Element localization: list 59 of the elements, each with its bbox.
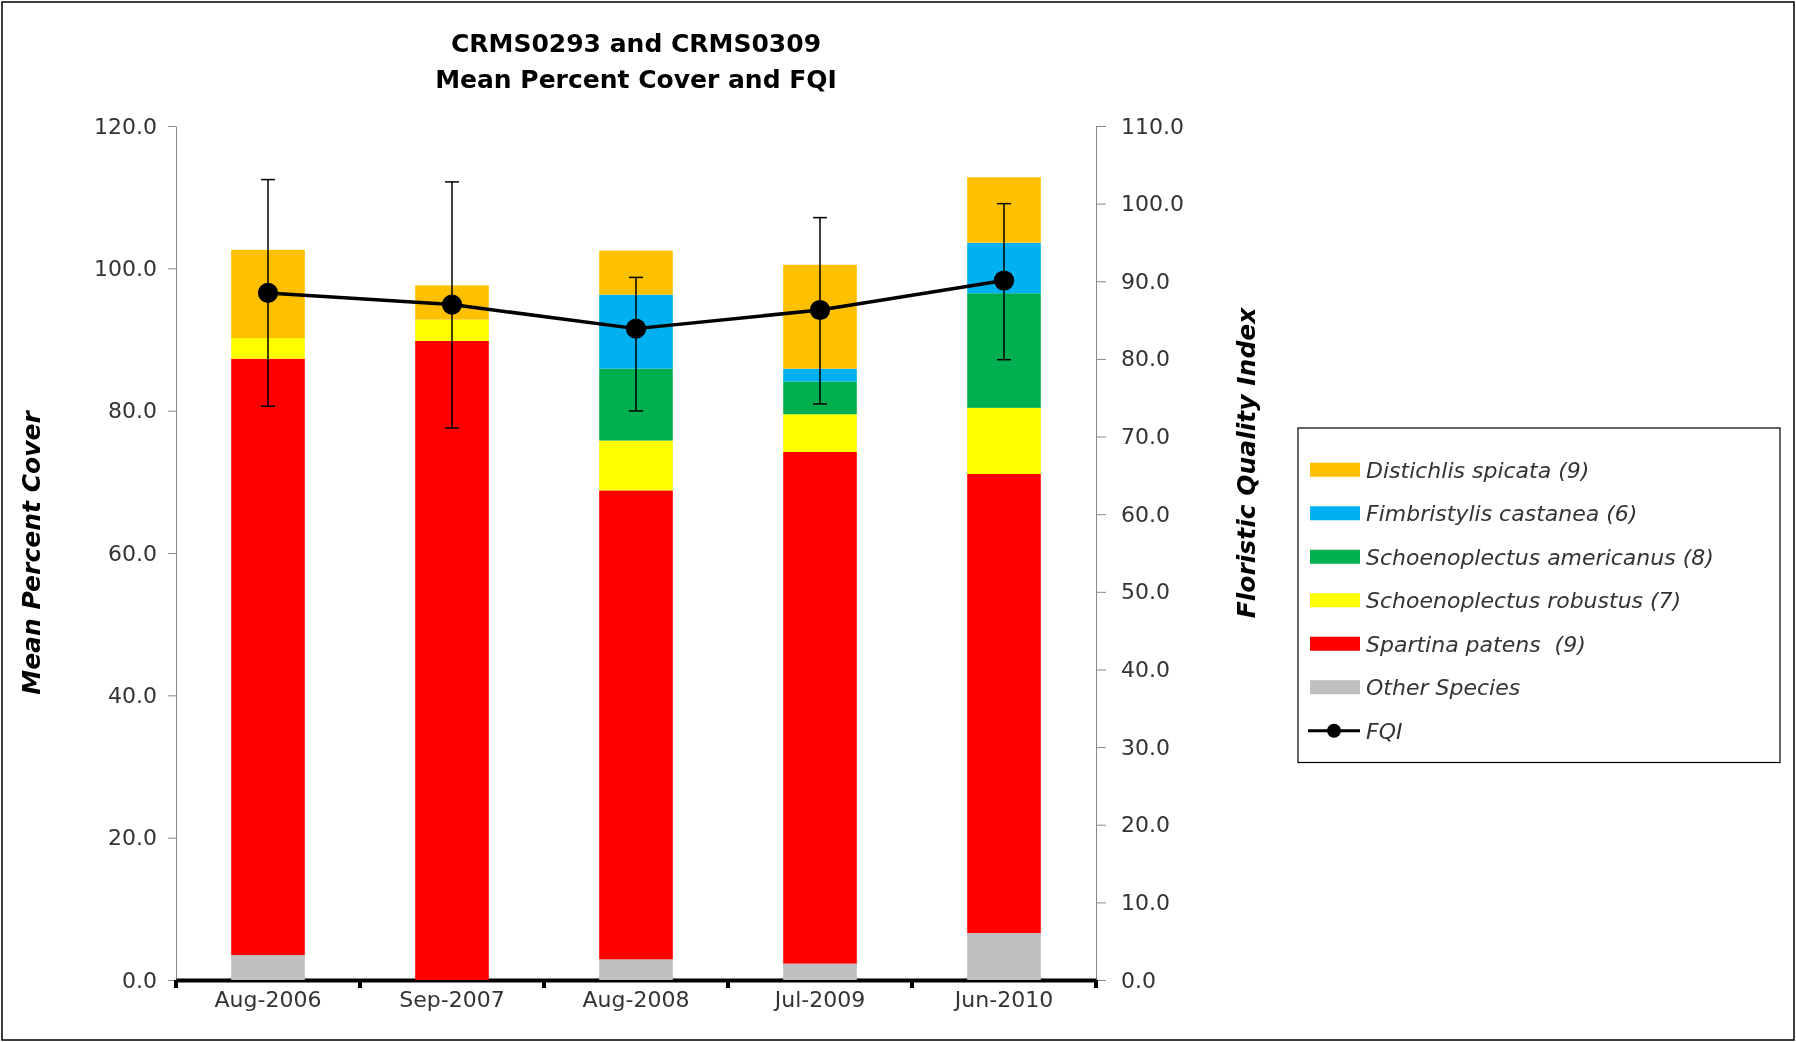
bar	[599, 490, 673, 960]
x-tick-label: Aug-2008	[582, 987, 690, 1012]
y-tick-label: 60.0	[108, 540, 157, 566]
point	[257, 282, 279, 303]
point	[809, 299, 831, 321]
y-axis-title: Mean Percent Cover	[17, 409, 46, 695]
x-tick-label: Jun-2010	[952, 987, 1054, 1012]
bar	[783, 414, 857, 452]
point	[993, 270, 1015, 291]
bar	[599, 959, 673, 980]
chart-subtitle: Mean Percent Cover and FQI	[435, 65, 837, 94]
y2-tick-label: 30.0	[1121, 734, 1170, 760]
y-tick-label: 20.0	[108, 825, 157, 851]
y2-tick-label: 10.0	[1121, 889, 1170, 915]
chart-title: CRMS0293 and CRMS0309	[450, 29, 822, 58]
y2-tick-label: 0.0	[1121, 967, 1156, 993]
legend-label: Schoenoplectus robustus (7)	[1366, 588, 1682, 614]
legend-label: Schoenoplectus americanus (8)	[1366, 544, 1714, 570]
y2-tick-label: 40.0	[1121, 656, 1170, 682]
y-tick-label: 100.0	[94, 255, 157, 281]
bar	[783, 451, 857, 964]
legend-label: Spartina patens (9)	[1366, 631, 1586, 657]
bar	[599, 250, 673, 295]
bar	[783, 368, 857, 382]
x-tick-label: Aug-2006	[214, 987, 322, 1012]
bar	[231, 955, 305, 980]
bar	[967, 474, 1041, 934]
legend-label: Other Species	[1366, 675, 1521, 701]
bar	[783, 963, 857, 980]
bar	[967, 293, 1041, 408]
bar	[415, 319, 489, 341]
legend-label: Distichlis spicata (9)	[1366, 457, 1590, 483]
y2-tick-label: 100.0	[1121, 191, 1184, 217]
y2-tick-label: 110.0	[1121, 113, 1184, 139]
x-tick-label: Sep-2007	[399, 987, 505, 1012]
bar	[967, 177, 1041, 243]
bar	[415, 340, 489, 980]
y-tick-label: 80.0	[108, 398, 157, 424]
bar	[967, 407, 1041, 475]
y2-axis-title: Floristic Quality Index	[1232, 306, 1261, 619]
x-tick-label: Jul-2009	[772, 987, 866, 1012]
bar	[231, 358, 305, 956]
y2-tick-label: 50.0	[1121, 579, 1170, 605]
y2-tick-label: 60.0	[1121, 501, 1170, 527]
legend-label: FQI	[1366, 718, 1403, 744]
bar	[599, 440, 673, 491]
y2-tick-label: 90.0	[1121, 268, 1170, 294]
y2-tick-label: 70.0	[1121, 424, 1170, 450]
bar	[231, 338, 305, 359]
bar	[231, 249, 305, 339]
y-tick-label: 120.0	[94, 113, 157, 139]
y2-tick-label: 80.0	[1121, 346, 1170, 372]
y2-tick-label: 20.0	[1121, 812, 1170, 838]
bar	[967, 933, 1041, 980]
y-tick-label: 40.0	[108, 682, 157, 708]
y-tick-label: 0.0	[122, 967, 157, 993]
bar	[599, 368, 673, 441]
bar	[783, 381, 857, 415]
legend-label: Fimbristylis castanea (6)	[1366, 501, 1638, 527]
